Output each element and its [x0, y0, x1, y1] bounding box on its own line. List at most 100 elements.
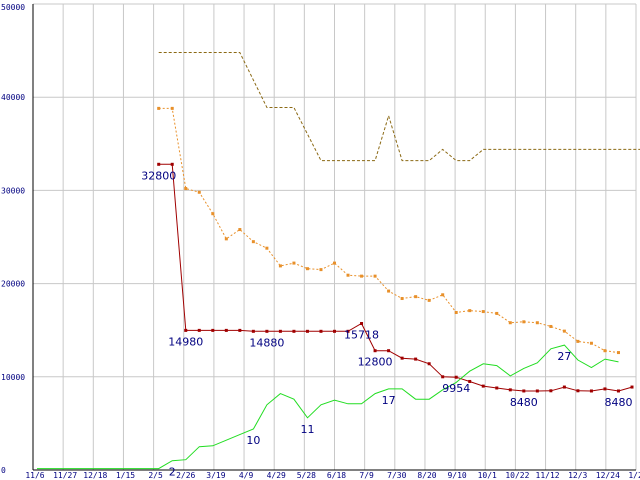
data-point: [211, 328, 215, 332]
data-point: [346, 273, 350, 277]
x-tick-label: 4/29: [267, 471, 286, 480]
y-tick-labels: 0 10000 20000 30000 40000 50000: [1, 3, 25, 475]
x-tick-label: 1/21: [628, 471, 640, 480]
data-point: [549, 324, 553, 328]
data-point: [508, 388, 512, 392]
data-point: [441, 293, 445, 297]
y-tick-label: 30000: [1, 186, 25, 195]
data-point: [157, 106, 161, 110]
data-point: [184, 328, 188, 332]
data-label: 9954: [442, 382, 470, 395]
data-point: [508, 321, 512, 325]
data-point: [251, 240, 255, 244]
x-tick-label: 10/22: [505, 471, 529, 480]
data-label: 8480: [604, 396, 632, 409]
x-tick-label: 5/28: [297, 471, 316, 480]
x-tick-label: 7/30: [387, 471, 406, 480]
data-point: [616, 351, 620, 355]
data-point: [238, 328, 242, 332]
x-tick-labels: 11/6 11/27 12/18 1/15 2/5 2/26 3/19 4/9 4/29 5/28…: [25, 471, 640, 480]
x-tick-label: 10/1: [478, 471, 497, 480]
x-tick-label: 11/6: [25, 471, 44, 480]
x-tick-label: 9/10: [447, 471, 466, 480]
data-point: [224, 328, 228, 332]
data-point: [522, 320, 526, 324]
data-point: [630, 385, 634, 389]
data-point: [265, 329, 269, 333]
series-line: [158, 107, 619, 354]
x-tick-label: 12/3: [568, 471, 587, 480]
x-tick-label: 2/26: [176, 471, 195, 480]
data-point: [576, 389, 580, 393]
x-tick-label: 11/27: [53, 471, 77, 480]
data-point: [224, 237, 228, 241]
series-0: [158, 52, 640, 162]
x-tick-label: 1/15: [116, 471, 135, 480]
data-point: [400, 297, 404, 301]
data-label: 14980: [168, 335, 203, 348]
data-point: [265, 246, 269, 250]
x-tick-label: 12/24: [596, 471, 620, 480]
data-point: [468, 379, 472, 383]
data-point: [495, 386, 499, 390]
data-point: [495, 311, 499, 315]
data-point: [292, 261, 296, 265]
x-tick-label: 8/20: [417, 471, 436, 480]
data-point: [562, 329, 566, 333]
data-point: [387, 349, 391, 353]
data-label: 10: [246, 434, 260, 447]
data-label: 17: [382, 394, 396, 407]
data-label: 14880: [249, 336, 284, 349]
data-point: [603, 387, 607, 391]
data-point: [305, 329, 309, 333]
data-point: [278, 264, 282, 268]
y-tick-label: 0: [1, 466, 6, 475]
data-point: [305, 267, 309, 271]
data-point: [454, 375, 458, 379]
series-3: [37, 344, 619, 470]
data-point: [197, 328, 201, 332]
data-point: [292, 329, 296, 333]
series-line: [158, 163, 633, 392]
data-point: [157, 162, 161, 166]
x-tick-label: 3/19: [206, 471, 225, 480]
data-point: [333, 329, 336, 333]
data-point: [360, 274, 364, 278]
data-point: [468, 309, 472, 313]
data-label: 11: [300, 423, 314, 436]
data-point: [535, 321, 539, 325]
data-point: [522, 389, 526, 393]
data-point: [360, 322, 364, 326]
series-2: [157, 162, 634, 393]
data-point: [373, 274, 377, 278]
data-point: [319, 268, 323, 272]
data-point: [549, 389, 553, 393]
data-point: [441, 375, 445, 379]
data-label: 27: [557, 350, 571, 363]
data-point: [414, 295, 418, 299]
data-point: [427, 362, 431, 366]
data-point: [170, 106, 174, 110]
data-point: [576, 339, 580, 343]
x-tick-label: 12/18: [83, 471, 107, 480]
data-labels: 32800 14980 14880 15718 12800 9954 8480 8480 27 1…: [141, 169, 632, 478]
x-tick-label: 2/5: [148, 471, 163, 480]
data-point: [387, 289, 391, 293]
data-point: [400, 356, 404, 360]
series-group: [37, 52, 640, 470]
x-tick-label: 6/18: [327, 471, 346, 480]
y-tick-label: 40000: [1, 93, 25, 102]
data-point: [481, 310, 485, 314]
data-point: [373, 349, 377, 353]
data-point: [454, 310, 458, 314]
data-label: 32800: [141, 169, 176, 182]
x-tick-label: 7/9: [359, 471, 374, 480]
data-point: [251, 329, 255, 333]
data-point: [184, 187, 188, 191]
y-tick-label: 10000: [1, 373, 25, 382]
y-tick-label: 50000: [1, 3, 25, 12]
data-label: 8480: [510, 396, 538, 409]
data-point: [278, 329, 282, 333]
data-point: [211, 212, 215, 216]
